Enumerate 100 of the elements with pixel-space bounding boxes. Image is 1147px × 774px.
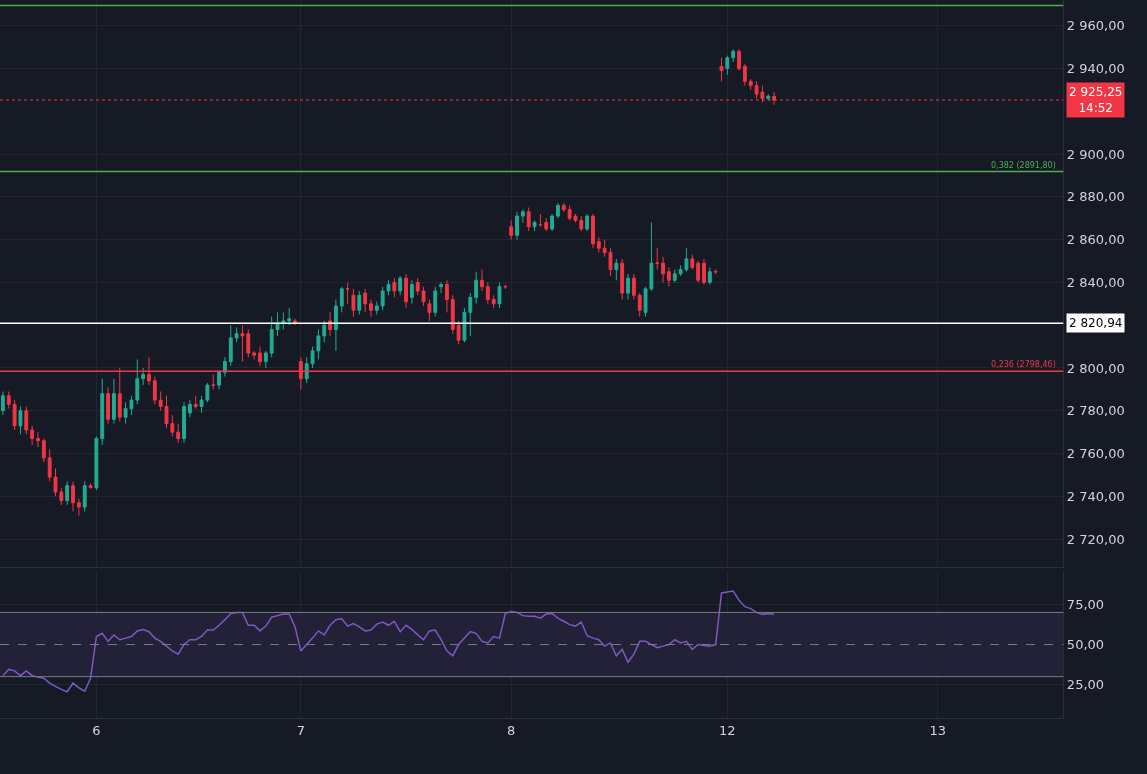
x-tick-label: 13	[929, 723, 946, 738]
candlestick	[281, 311, 286, 330]
candlestick	[497, 281, 502, 309]
candlestick	[94, 435, 99, 491]
x-tick-label: 12	[719, 723, 736, 738]
y-tick-label: 75,00	[1066, 596, 1105, 612]
candlestick	[707, 266, 712, 286]
y-tick-label: 2 960,00	[1066, 18, 1125, 34]
candlestick	[550, 213, 555, 232]
ref-line-label: 2 820,94	[1069, 316, 1123, 330]
candlestick	[363, 288, 368, 313]
y-tick-label: 2 780,00	[1066, 403, 1125, 419]
y-tick-label: 25,00	[1066, 677, 1105, 693]
candlestick	[555, 202, 560, 219]
y-tick-label: 2 940,00	[1066, 61, 1125, 77]
candlestick	[222, 356, 227, 378]
candlestick	[427, 299, 432, 322]
candlestick	[725, 55, 730, 76]
candlestick	[491, 294, 496, 309]
candlestick	[631, 273, 636, 301]
candlestick	[538, 213, 543, 228]
candlestick	[76, 498, 81, 517]
y-tick-label: 2 760,00	[1066, 446, 1125, 462]
candlestick	[88, 483, 93, 489]
candlestick	[374, 301, 379, 315]
candlestick	[585, 213, 590, 232]
candlestick	[766, 93, 771, 102]
candlestick	[398, 275, 403, 296]
candlestick	[509, 219, 514, 241]
candlestick	[620, 258, 625, 301]
candlestick	[106, 386, 111, 425]
y-tick-label: 50,00	[1066, 637, 1105, 653]
candlestick	[263, 350, 268, 369]
candlestick	[591, 213, 595, 249]
candlestick	[152, 376, 157, 405]
candlestick	[515, 211, 519, 241]
candlestick	[339, 286, 344, 313]
candlestick	[345, 281, 350, 305]
candlestick	[176, 423, 181, 444]
candlestick	[228, 324, 233, 367]
candlestick	[596, 236, 601, 253]
y-tick-label: 2 740,00	[1066, 488, 1125, 504]
candlestick	[520, 209, 525, 224]
candlestick	[182, 401, 186, 444]
candlestick	[655, 247, 660, 271]
candlestick	[18, 406, 23, 435]
y-tick-label: 2 900,00	[1066, 146, 1125, 162]
candlestick	[141, 367, 146, 386]
x-tick-label: 7	[296, 723, 306, 738]
candlestick	[392, 277, 397, 298]
candlestick	[369, 299, 373, 318]
candlestick	[65, 480, 70, 506]
candlestick	[702, 258, 706, 286]
candlestick	[532, 219, 537, 232]
candlestick	[450, 294, 455, 335]
candlestick	[287, 307, 292, 326]
candlestick	[36, 431, 40, 448]
candlestick	[217, 369, 222, 390]
y-tick-label: 2 840,00	[1066, 274, 1125, 290]
candlestick	[351, 288, 356, 318]
candlestick	[666, 266, 671, 288]
candlestick	[404, 273, 408, 309]
candlestick	[544, 217, 549, 232]
candlestick	[444, 279, 449, 313]
y-tick-label: 2 720,00	[1066, 531, 1125, 547]
candlestick	[100, 378, 105, 446]
candlestick	[322, 320, 327, 343]
candlestick	[661, 256, 666, 283]
candlestick	[672, 269, 677, 283]
candlestick	[41, 438, 46, 463]
candlestick	[690, 254, 695, 271]
candlestick	[480, 269, 484, 292]
line-series	[2, 590, 775, 693]
candlestick	[561, 202, 566, 213]
ref-line-label: 0,236 (2798,46)	[991, 360, 1056, 369]
candlestick	[30, 425, 35, 446]
candlestick	[614, 258, 619, 281]
candlestick	[12, 399, 17, 431]
candlestick	[737, 48, 741, 72]
candlestick	[193, 395, 198, 410]
candlestick	[696, 260, 701, 283]
candlestick	[0, 391, 5, 416]
candlestick	[234, 326, 239, 343]
candlestick	[474, 271, 479, 305]
candlestick	[24, 406, 29, 435]
candlestick	[252, 350, 257, 360]
y-tick-label: 2 880,00	[1066, 189, 1125, 205]
y-tick-label: 2 860,00	[1066, 232, 1125, 248]
x-tick-label: 8	[507, 723, 516, 738]
candlestick	[187, 399, 192, 418]
candlestick	[731, 48, 736, 63]
candlestick	[485, 281, 490, 305]
candlestick	[626, 273, 630, 301]
candlestick	[742, 63, 747, 87]
candlestick	[637, 292, 642, 318]
candlestick	[719, 57, 724, 82]
candlestick	[409, 279, 414, 305]
ref-line-label: 2 925,25 14:52	[1069, 85, 1123, 115]
candlestick	[82, 480, 87, 512]
candlestick	[526, 207, 531, 232]
